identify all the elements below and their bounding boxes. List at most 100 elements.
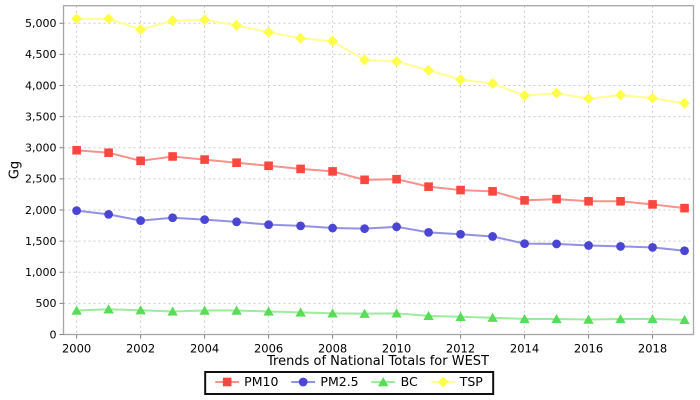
BC-marker: [135, 305, 146, 315]
BC-marker: [103, 304, 114, 314]
x-tick-label: 2002: [126, 342, 155, 356]
PM10-marker: [136, 156, 145, 166]
PM10-marker: [680, 203, 689, 213]
legend-item-bc: BC: [371, 374, 418, 389]
y-tick-label: 500: [36, 297, 57, 310]
TSP-marker: [263, 26, 274, 38]
triangle-icon: [371, 377, 396, 387]
x-tick-label: 2010: [382, 342, 411, 356]
BC-marker: [615, 313, 626, 324]
y-tick-label: 3,500: [25, 110, 57, 123]
PM2.5-marker: [136, 216, 146, 225]
PM10-marker: [456, 185, 465, 195]
x-tick-label: 2006: [254, 342, 283, 356]
y-tick-label: 0: [50, 328, 57, 341]
BC-marker: [295, 307, 306, 317]
TSP-marker: [359, 54, 370, 66]
square-icon: [215, 377, 240, 387]
PM10-marker: [552, 194, 561, 204]
BC-marker: [199, 305, 210, 315]
PM10-marker: [232, 158, 241, 167]
square-icon: [222, 377, 232, 387]
series-BC: [71, 304, 690, 325]
BC-marker: [455, 311, 466, 321]
legend-item-pm10: PM10: [215, 374, 279, 389]
BC-marker: [487, 312, 498, 322]
PM10-marker: [424, 182, 433, 191]
BC-line: [76, 308, 685, 321]
BC-marker: [327, 308, 338, 318]
legend: PM10 PM2.5 BC TSP: [204, 371, 494, 395]
TSP-line: [76, 17, 685, 105]
PM10-marker: [296, 164, 305, 174]
BC-marker: [231, 305, 242, 315]
series-PM10: [72, 145, 689, 213]
plot-frame: [62, 5, 695, 336]
y-tick-label: 2,500: [25, 173, 57, 186]
y-tick-label: 2,000: [25, 204, 57, 217]
TSP-marker: [199, 14, 211, 26]
TSP-marker: [679, 97, 690, 109]
BC-marker: [519, 313, 530, 324]
PM10-marker: [328, 167, 337, 176]
TSP-marker: [135, 24, 147, 35]
PM10-marker: [264, 161, 273, 171]
PM2.5-line: [76, 209, 685, 252]
PM10-marker: [168, 152, 177, 161]
PM2.5-marker: [328, 223, 337, 233]
diamond-icon: [437, 376, 449, 388]
BC-marker: [647, 313, 658, 324]
PM2.5-marker: [200, 215, 210, 225]
BC-marker: [391, 308, 402, 318]
legend-label: TSP: [459, 374, 483, 389]
x-tick-label: 2014: [510, 342, 539, 356]
TSP-marker: [487, 78, 498, 90]
plot-area: 0 500 1,000 1,500 2,000 2,500 3,000 3,500 4,000 4…: [25, 5, 695, 356]
TSP-marker: [295, 32, 306, 44]
PM2.5-marker: [680, 246, 689, 256]
BC-marker: [423, 310, 434, 321]
PM2.5-marker: [296, 221, 305, 231]
series-TSP: [71, 13, 690, 109]
PM2.5-marker: [488, 232, 497, 241]
triangle-icon: [378, 377, 389, 387]
PM2.5-marker: [264, 220, 273, 230]
PM2.5-marker: [456, 229, 465, 239]
x-axis-title: Trends of National Totals for WEST: [267, 354, 489, 369]
TSP-marker: [583, 93, 594, 104]
x-tick-label: 2008: [318, 342, 347, 356]
TSP-marker: [551, 87, 562, 99]
PM10-line: [76, 149, 685, 210]
PM2.5-marker: [584, 241, 593, 250]
PM10-marker: [200, 155, 209, 164]
y-tick-label: 1,000: [25, 266, 57, 279]
legend-label: PM10: [244, 374, 279, 389]
TSP-marker: [455, 74, 466, 85]
y-axis-label: Gg: [7, 160, 23, 180]
PM2.5-marker: [392, 222, 401, 232]
BC-marker: [679, 314, 690, 325]
PM2.5-marker: [360, 224, 369, 234]
x-tick-label: 2018: [638, 342, 667, 356]
TSP-marker: [327, 35, 338, 47]
PM2.5-marker: [232, 217, 241, 227]
circle-icon: [299, 377, 308, 387]
y-tick-label: 5,000: [25, 17, 57, 30]
TSP-marker: [519, 90, 530, 101]
BC-marker: [583, 314, 594, 324]
x-tick-label: 2000: [62, 342, 91, 356]
x-tick-label: 2012: [446, 342, 475, 356]
PM2.5-marker: [520, 239, 529, 249]
PM10-marker: [584, 196, 593, 206]
PM2.5-marker: [168, 213, 178, 223]
PM2.5-marker: [616, 242, 625, 251]
TSP-marker: [423, 64, 434, 76]
PM10-marker: [72, 145, 81, 155]
TSP-marker: [615, 89, 626, 101]
PM10-marker: [392, 174, 401, 184]
TSP-marker: [391, 56, 402, 67]
legend-label: BC: [400, 374, 418, 389]
PM2.5-marker: [424, 228, 433, 237]
TSP-marker: [167, 15, 179, 27]
PM2.5-marker: [648, 242, 657, 252]
